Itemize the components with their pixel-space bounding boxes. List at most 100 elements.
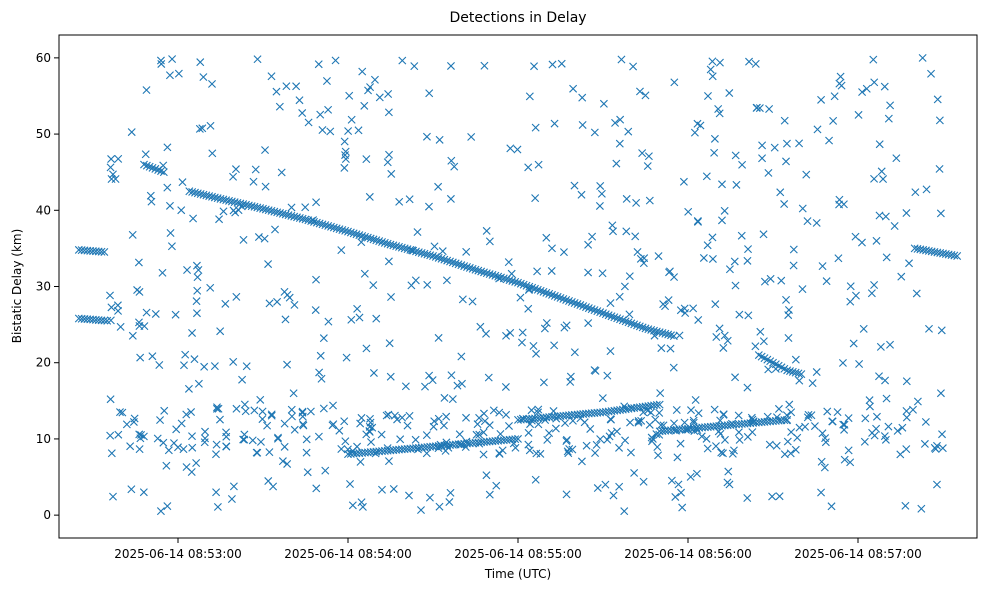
- data-point: [882, 253, 891, 262]
- data-point: [738, 160, 747, 169]
- data-point: [378, 485, 386, 494]
- data-point: [633, 247, 642, 256]
- data-point: [457, 352, 466, 361]
- data-point: [426, 251, 435, 260]
- data-point: [355, 231, 364, 240]
- data-point: [118, 408, 127, 417]
- data-point: [664, 296, 673, 305]
- data-point: [448, 258, 457, 267]
- data-point: [482, 329, 491, 338]
- data-point: [178, 178, 187, 187]
- data-point: [860, 437, 869, 446]
- data-point: [592, 440, 601, 449]
- data-point: [492, 481, 501, 490]
- data-point: [508, 276, 517, 285]
- data-point: [509, 439, 518, 448]
- data-point: [527, 406, 536, 415]
- data-point: [636, 254, 645, 263]
- data-point: [608, 221, 617, 230]
- data-point: [622, 227, 631, 236]
- data-point: [164, 446, 173, 455]
- data-point: [329, 420, 338, 429]
- data-point: [258, 415, 267, 424]
- data-point: [578, 93, 587, 102]
- data-point: [355, 313, 364, 322]
- data-point: [772, 441, 781, 450]
- data-point: [822, 277, 831, 286]
- data-point: [440, 255, 449, 264]
- data-point: [626, 418, 635, 427]
- data-point: [516, 293, 525, 302]
- data-point: [652, 401, 661, 409]
- data-point: [715, 324, 724, 333]
- data-point: [596, 308, 605, 317]
- data-point: [617, 55, 626, 64]
- data-point: [765, 440, 774, 449]
- data-point: [591, 448, 600, 457]
- y-tick-label: 60: [36, 51, 51, 65]
- x-axis: 2025-06-14 08:53:00 2025-06-14 08:54:00 20…: [114, 538, 922, 561]
- data-point: [329, 223, 338, 232]
- data-point: [398, 56, 407, 65]
- data-point: [938, 430, 947, 439]
- data-point: [422, 431, 431, 440]
- data-point: [627, 403, 636, 412]
- data-point: [182, 410, 191, 419]
- data-point: [295, 96, 304, 105]
- data-point: [177, 419, 186, 428]
- data-point: [596, 181, 605, 190]
- data-point: [467, 132, 476, 141]
- data-point: [482, 226, 491, 235]
- data-point: [312, 218, 321, 227]
- data-point: [434, 414, 443, 423]
- data-point: [817, 457, 826, 466]
- data-point: [514, 278, 522, 287]
- data-point: [114, 154, 123, 163]
- data-point: [844, 414, 853, 423]
- data-point: [534, 420, 543, 429]
- data-point: [758, 154, 767, 163]
- data-point: [298, 408, 307, 417]
- data-point: [145, 162, 154, 171]
- data-point: [485, 490, 494, 499]
- data-point: [337, 246, 346, 255]
- data-point: [631, 232, 640, 241]
- data-point: [536, 286, 545, 295]
- data-point: [254, 233, 263, 242]
- data-point: [718, 449, 727, 458]
- data-point: [645, 420, 654, 429]
- data-point: [395, 197, 404, 206]
- data-point: [369, 281, 378, 290]
- data-point: [720, 435, 729, 444]
- data-point: [319, 334, 328, 343]
- data-point: [925, 324, 933, 333]
- x-tick-label: 2025-06-14 08:57:00: [794, 547, 921, 561]
- data-point: [702, 172, 711, 181]
- data-point: [317, 374, 326, 383]
- data-point: [616, 115, 625, 124]
- data-point: [142, 86, 151, 95]
- data-point: [542, 233, 551, 242]
- data-point: [556, 293, 565, 302]
- data-point: [620, 507, 629, 516]
- data-point: [533, 285, 542, 294]
- data-point: [616, 315, 624, 324]
- data-point: [159, 168, 168, 177]
- data-point: [823, 407, 832, 416]
- data-point: [165, 71, 174, 80]
- data-point: [913, 397, 922, 406]
- data-point: [599, 99, 608, 108]
- data-point: [838, 358, 847, 367]
- data-point: [689, 304, 698, 313]
- data-point: [335, 426, 344, 435]
- data-point: [107, 449, 116, 458]
- data-point: [880, 432, 889, 441]
- data-point: [884, 114, 893, 123]
- data-point: [656, 389, 665, 398]
- data-point: [341, 226, 350, 235]
- data-point: [657, 344, 666, 353]
- data-point: [624, 127, 633, 136]
- data-point: [425, 89, 434, 98]
- data-point: [473, 420, 482, 429]
- data-point: [710, 148, 719, 157]
